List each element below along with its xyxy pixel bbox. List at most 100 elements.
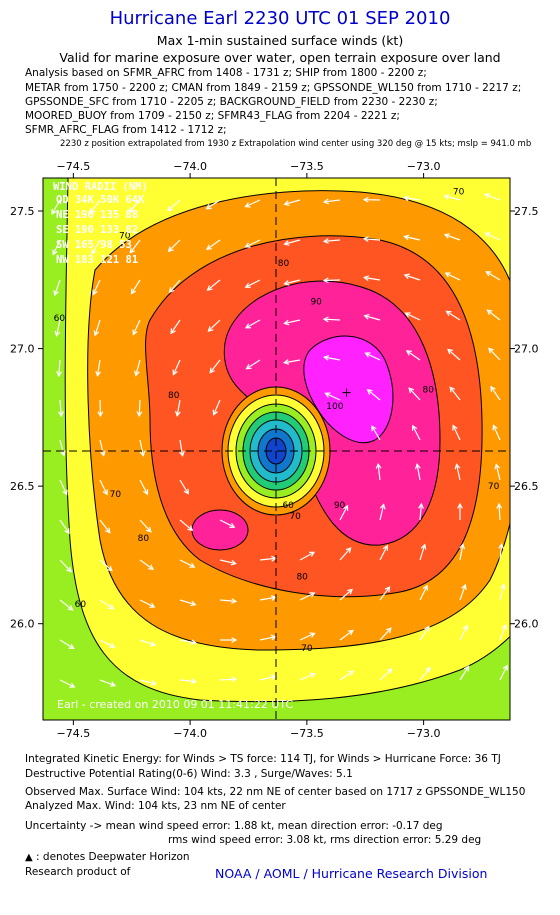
wind-vector bbox=[485, 271, 501, 281]
deepwater-text: : denotes Deepwater Horizon bbox=[36, 851, 190, 863]
wind-vector bbox=[283, 359, 301, 365]
observed-max-line: Observed Max. Surface Wind: 104 kts, 22 … bbox=[25, 786, 526, 798]
contour-label: 70 bbox=[453, 188, 465, 198]
wind-vector bbox=[283, 239, 301, 246]
contour-label: 70 bbox=[289, 512, 301, 522]
wind-radii-row: SW 165 98 53 bbox=[56, 239, 132, 251]
wind-vector bbox=[494, 463, 501, 481]
wind-vector bbox=[498, 542, 505, 561]
contour-label: 80 bbox=[423, 386, 435, 396]
wind-vector bbox=[379, 544, 389, 561]
contour-label: 80 bbox=[138, 534, 150, 544]
wind-vector bbox=[179, 678, 198, 685]
wind-vector bbox=[339, 670, 355, 681]
wind-vector bbox=[454, 463, 461, 481]
y-tick-label: 26.5 bbox=[514, 480, 539, 493]
contour-label: 80 bbox=[296, 573, 308, 583]
y-axis-left: 27.5 27.0 26.5 26.0 bbox=[10, 205, 43, 631]
deepwater-marker-icon: ▲ bbox=[25, 852, 33, 863]
wind-vector bbox=[459, 665, 470, 681]
wind-radii-row: NW 183 121 81 bbox=[56, 254, 138, 266]
wind-vector bbox=[484, 232, 501, 241]
wind-vector bbox=[299, 672, 316, 681]
wind-vector bbox=[139, 519, 152, 533]
wind-vector bbox=[244, 279, 261, 288]
wind-vector bbox=[219, 637, 238, 643]
creation-watermark: Earl - created on 2010 09 01 11:41:22 UT… bbox=[57, 698, 293, 711]
wind-vector bbox=[499, 623, 507, 641]
x-tick-label: −73.0 bbox=[407, 160, 441, 173]
wind-vector bbox=[379, 627, 392, 641]
wind-vector bbox=[130, 279, 141, 295]
wind-vector bbox=[322, 198, 341, 205]
wind-vector bbox=[379, 503, 386, 521]
wind-vector bbox=[172, 359, 181, 376]
source-line-2: METAR from 1750 - 2200 z; CMAN from 1849… bbox=[25, 82, 522, 94]
wind-vector bbox=[179, 519, 194, 532]
wind-vector bbox=[51, 199, 61, 215]
wind-vector bbox=[58, 399, 64, 418]
x-tick-label: −73.0 bbox=[407, 727, 441, 740]
wind-vector bbox=[95, 359, 102, 378]
wind-vector bbox=[168, 279, 181, 294]
contour-label: 60 bbox=[75, 600, 87, 610]
x-tick-label: −74.0 bbox=[173, 727, 207, 740]
wind-vector bbox=[299, 632, 316, 641]
source-line-4: MOORED_BUOY from 1709 - 2150 z; SFMR43_F… bbox=[25, 110, 400, 122]
wind-vector bbox=[178, 439, 185, 458]
wind-vector bbox=[366, 389, 381, 401]
wind-vector bbox=[496, 502, 503, 521]
x-tick-label: −73.5 bbox=[290, 160, 324, 173]
chart-title: Hurricane Earl 2230 UTC 01 SEP 2010 bbox=[109, 8, 451, 29]
wind-vector bbox=[490, 385, 501, 401]
wind-vector bbox=[486, 309, 501, 321]
y-axis-right: 27.5 27.0 26.5 26.0 bbox=[510, 205, 539, 631]
x-tick-label: −73.5 bbox=[290, 727, 324, 740]
wind-radii-row: NE 190 135 88 bbox=[56, 209, 138, 221]
wind-vector bbox=[136, 399, 143, 418]
wind-radii-title: WIND RADII (NM) bbox=[53, 181, 148, 193]
wind-vector bbox=[244, 239, 261, 248]
wind-vector bbox=[452, 424, 461, 441]
wind-vector bbox=[322, 238, 341, 244]
contour-label: 70 bbox=[488, 482, 500, 492]
wind-vector bbox=[299, 551, 316, 561]
source-line-1: Analysis based on SFMR_AFRC from 1408 - … bbox=[25, 67, 427, 79]
wind-vector bbox=[59, 519, 70, 535]
wind-vector bbox=[244, 319, 261, 329]
wind-vector bbox=[419, 666, 431, 681]
wind-vector bbox=[99, 439, 106, 457]
wind-vector bbox=[206, 279, 221, 291]
noaa-link[interactable]: NOAA / AOML / Hurricane Research Divisio… bbox=[215, 866, 488, 881]
y-tick-label: 27.5 bbox=[514, 205, 539, 218]
contour-label: 90 bbox=[310, 298, 322, 308]
wind-vector bbox=[59, 639, 75, 650]
wind-vector bbox=[371, 425, 381, 441]
y-tick-label: 26.0 bbox=[10, 618, 35, 631]
wind-vector bbox=[52, 239, 61, 256]
y-tick-label: 27.5 bbox=[10, 205, 35, 218]
wind-vector bbox=[170, 319, 181, 335]
wind-vector bbox=[139, 679, 157, 686]
wind-vector bbox=[488, 347, 501, 361]
wind-vector bbox=[167, 239, 181, 253]
wind-vector bbox=[99, 559, 113, 572]
wind-vector bbox=[447, 348, 461, 361]
contour-label: 60 bbox=[282, 501, 294, 511]
contour-label: 60 bbox=[54, 314, 66, 324]
wind-vector bbox=[443, 233, 461, 241]
source-line-5: SFMR_AFRC_FLAG from 1412 - 1712 z; bbox=[25, 124, 227, 136]
wind-vector bbox=[379, 668, 393, 681]
contour-band-secondary-max bbox=[191, 509, 249, 551]
ike-line: Integrated Kinetic Energy: for Winds > T… bbox=[25, 753, 501, 765]
x-tick-label: −74.5 bbox=[56, 727, 90, 740]
wind-vector bbox=[219, 676, 238, 683]
wind-vector bbox=[244, 199, 261, 208]
analyzed-max-line: Analyzed Max. Wind: 104 kts, 23 nm NE of… bbox=[25, 800, 286, 812]
source-line-3: GPSSONDE_SFC from 1710 - 2205 z; BACKGRO… bbox=[25, 96, 438, 108]
research-product-label: Research product of bbox=[25, 866, 131, 878]
wind-vector bbox=[134, 359, 141, 377]
wind-vector bbox=[283, 319, 301, 326]
